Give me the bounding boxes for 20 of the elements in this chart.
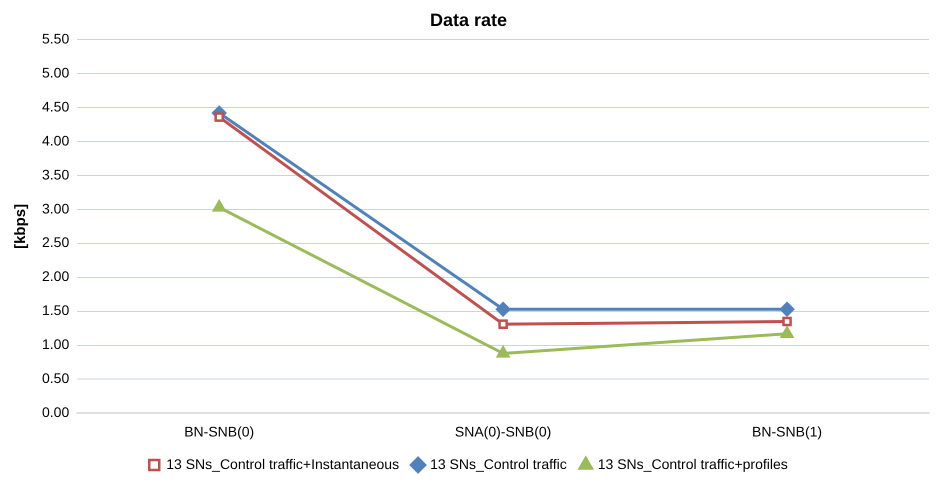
y-tick-label: 1.00 <box>42 336 70 352</box>
x-tick-label: BN-SNB(1) <box>752 423 822 440</box>
legend-label: 13 SNs_Control traffic <box>430 456 567 472</box>
chart-title: Data rate <box>430 10 508 30</box>
y-tick-label: 1.50 <box>42 302 70 318</box>
y-tick-label: 5.00 <box>42 64 70 80</box>
legend-label: 13 SNs_Control traffic+profiles <box>598 456 788 472</box>
y-tick-label: 0.00 <box>42 404 70 420</box>
y-tick-label: 2.00 <box>42 268 70 284</box>
y-tick-label: 0.50 <box>42 370 70 386</box>
y-tick-label: 2.50 <box>42 234 70 250</box>
y-tick-label: 3.50 <box>42 166 70 182</box>
y-tick-label: 5.50 <box>42 30 70 46</box>
x-tick-label: SNA(0)-SNB(0) <box>454 423 552 440</box>
y-tick-label: 4.00 <box>42 132 70 148</box>
y-tick-label: 3.00 <box>42 200 70 216</box>
y-tick-label: 4.50 <box>42 98 70 114</box>
legend-label: 13 SNs_Control traffic+Instantaneous <box>166 456 400 472</box>
y-axis-title: [kbps] <box>12 204 30 249</box>
x-tick-label: BN-SNB(0) <box>184 423 254 440</box>
